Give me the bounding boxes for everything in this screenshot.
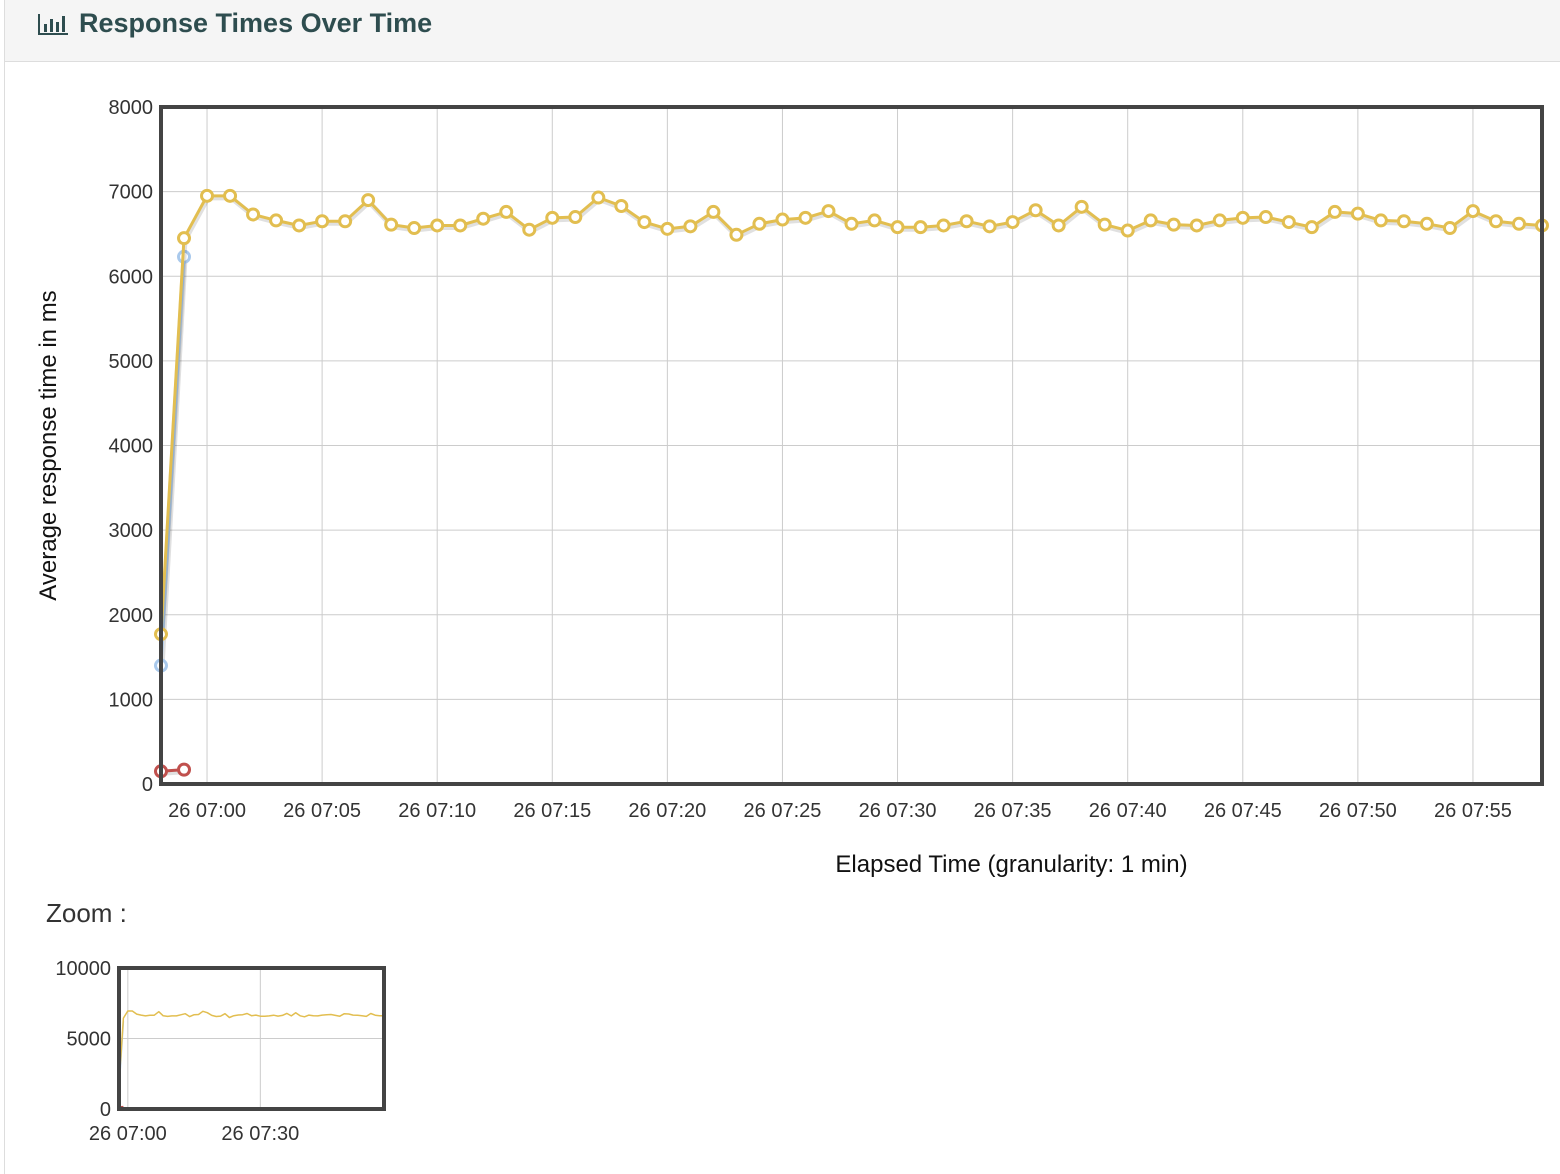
data-point <box>982 219 997 234</box>
x-tick-label: 26 07:20 <box>628 800 706 822</box>
data-point <box>1281 215 1296 230</box>
x-tick-label: 26 07:05 <box>283 800 361 822</box>
y-tick-label: 2000 <box>109 605 154 627</box>
data-point <box>614 199 629 214</box>
x-tick-label: 26 07:45 <box>1204 800 1282 822</box>
data-point <box>798 210 813 225</box>
chart-panel: Response Times Over Time <box>4 0 1560 1174</box>
data-point <box>1373 213 1388 228</box>
data-point <box>1212 213 1227 228</box>
data-point <box>775 212 790 227</box>
data-point <box>200 188 215 203</box>
data-point <box>361 193 376 208</box>
y-tick-label: 3000 <box>109 520 154 542</box>
panel-title: Response Times Over Time <box>79 8 433 38</box>
y-tick-label: 1000 <box>109 689 154 711</box>
data-point <box>315 214 330 229</box>
y-tick-label: 6000 <box>109 266 154 288</box>
data-point <box>177 231 192 246</box>
data-point <box>683 219 698 234</box>
data-point <box>844 216 859 231</box>
data-point <box>1350 206 1365 221</box>
data-point <box>1304 220 1319 235</box>
data-point <box>913 220 928 235</box>
data-point <box>1442 221 1457 236</box>
data-point <box>1488 214 1503 229</box>
data-point <box>1511 216 1526 231</box>
panel-heading: Response Times Over Time <box>5 0 1560 62</box>
data-point <box>568 210 583 225</box>
data-point <box>292 218 307 233</box>
data-point <box>1120 223 1135 238</box>
x-tick-label: 26 07:30 <box>859 800 937 822</box>
x-tick-label: 26 07:50 <box>1319 800 1397 822</box>
data-point <box>1074 199 1089 214</box>
data-point <box>637 215 652 230</box>
zoom-label: Zoom : <box>46 898 127 928</box>
data-point <box>1189 218 1204 233</box>
response-times-chart[interactable]: 0 1000 2000 3000 4000 5000 6000 7000 8000 26 07:0… <box>0 0 1560 890</box>
data-point <box>1143 213 1158 228</box>
y-tick-label: 5000 <box>109 351 154 373</box>
y-tick-label: 4000 <box>109 436 154 458</box>
data-point <box>1097 217 1112 232</box>
data-point <box>177 762 192 777</box>
data-point <box>1235 210 1250 225</box>
data-point <box>453 218 468 233</box>
data-point <box>430 218 445 233</box>
x-tick-label: 26 07:40 <box>1089 800 1167 822</box>
data-point <box>476 211 491 226</box>
x-tick-label: 26 07:10 <box>398 800 476 822</box>
y-axis-label: Average response time in ms <box>35 290 62 600</box>
x-tick-label: 26 07:25 <box>744 800 822 822</box>
data-point <box>499 204 514 219</box>
x-tick-label: 26 07:55 <box>1434 800 1512 822</box>
data-point <box>269 213 284 228</box>
data-point <box>1465 204 1480 219</box>
y-tick-label: 8000 <box>109 97 154 119</box>
data-point <box>1166 217 1181 232</box>
data-point <box>1396 214 1411 229</box>
panel-title-link[interactable]: Response Times Over Time <box>37 8 432 39</box>
data-point <box>729 227 744 242</box>
data-point <box>522 222 537 237</box>
data-point <box>246 207 261 222</box>
data-point <box>223 188 238 203</box>
data-point <box>706 204 721 219</box>
data-point <box>338 214 353 229</box>
data-point <box>1005 215 1020 230</box>
x-axis-label: Elapsed Time (granularity: 1 min) <box>835 851 1187 878</box>
data-point <box>1258 210 1273 225</box>
plot-frame <box>159 105 1544 786</box>
data-point <box>545 210 560 225</box>
y-tick-label: 0 <box>142 774 153 796</box>
data-point <box>867 213 882 228</box>
bar-chart-icon <box>38 13 68 35</box>
data-point <box>936 218 951 233</box>
data-point <box>821 204 836 219</box>
data-point <box>1051 218 1066 233</box>
data-point <box>959 214 974 229</box>
x-tick-label: 26 07:35 <box>974 800 1052 822</box>
x-tick-label: 26 07:00 <box>168 800 246 822</box>
data-point <box>660 221 675 236</box>
data-point <box>1327 204 1342 219</box>
data-point <box>890 220 905 235</box>
data-point <box>407 221 422 236</box>
data-point <box>384 217 399 232</box>
data-point <box>1028 203 1043 218</box>
x-tick-label: 26 07:15 <box>513 800 591 822</box>
data-point <box>752 216 767 231</box>
data-point <box>1419 216 1434 231</box>
data-point <box>591 190 606 205</box>
y-tick-label: 7000 <box>109 182 154 204</box>
